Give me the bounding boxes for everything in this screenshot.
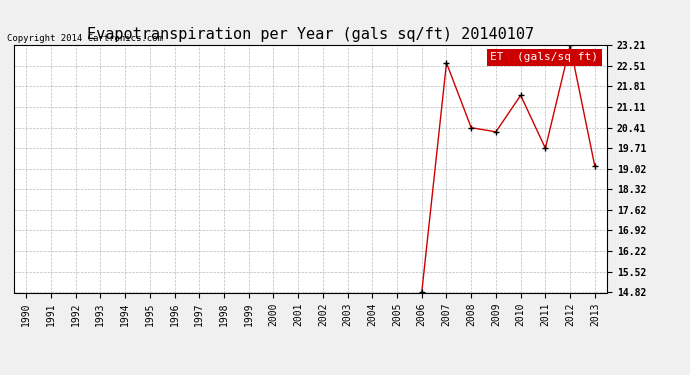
Title: Evapotranspiration per Year (gals sq/ft) 20140107: Evapotranspiration per Year (gals sq/ft)…	[87, 27, 534, 42]
Text: ET  (gals/sq ft): ET (gals/sq ft)	[491, 53, 598, 62]
Text: Copyright 2014 Cartronics.com: Copyright 2014 Cartronics.com	[7, 34, 163, 43]
